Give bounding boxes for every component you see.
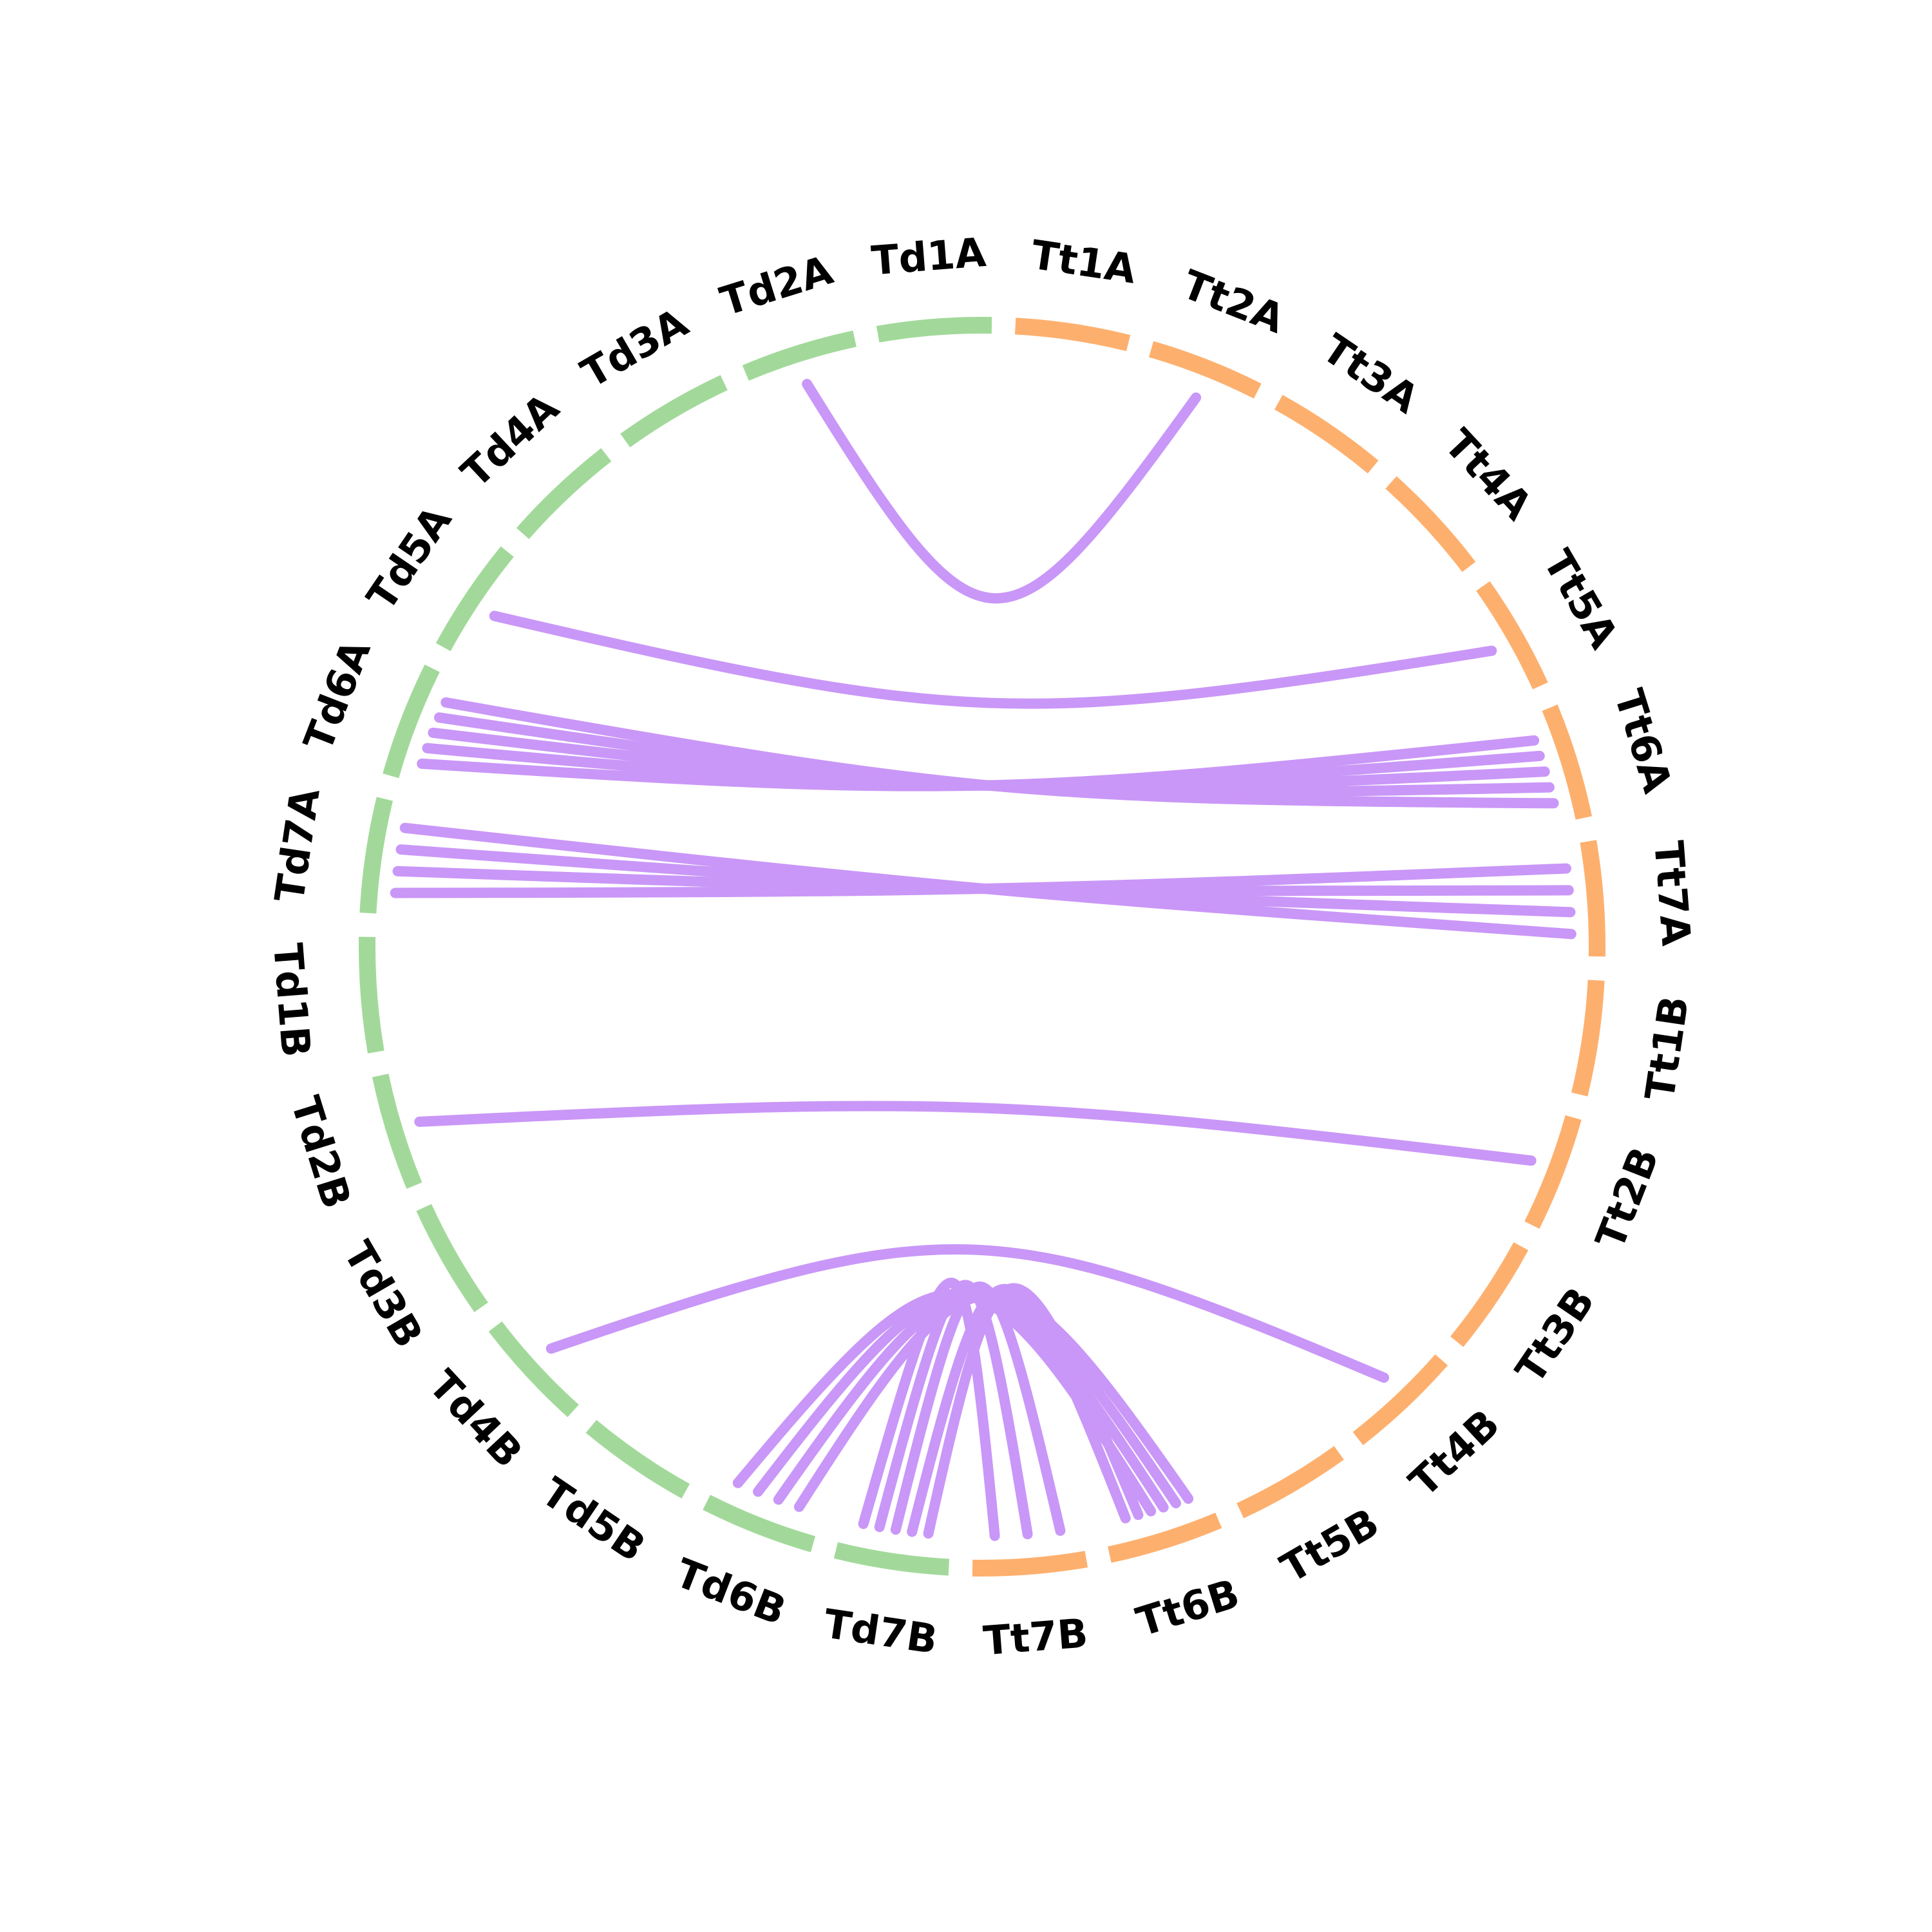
segment-td6a [383,664,440,779]
segment-label-tt1a: Tt1A [1028,231,1139,293]
segment-label-tt5a: Tt5A [1534,542,1627,656]
segment-td3a [620,375,728,448]
segment-label-td1a: Td1A [870,229,988,285]
segment-td4b [488,1321,579,1417]
segments-layer [359,317,1605,1577]
link-td2b-tt2b [414,1101,1537,1166]
segment-tt5a [1476,581,1548,690]
segment-tt5b [1236,1446,1344,1519]
link-td5a-tt5a [489,611,1497,709]
segment-td1b [359,936,384,1054]
segment-tt6b [1108,1512,1222,1563]
segment-label-tt7a: Tt7A [1645,839,1700,947]
segment-label-tt3a: Tt3A [1314,325,1427,422]
segment-label-td5b: Td5B [533,1468,654,1571]
segment-label-tt6b: Tt6B [1131,1569,1245,1645]
segment-label-td2a: Td2A [715,246,838,325]
segment-label-tt2b: Tt2B [1586,1141,1668,1255]
segment-label-td5a: Td5A [357,498,460,619]
segment-label-tt5b: Tt5B [1273,1499,1387,1592]
segment-td5a [435,546,514,652]
link-td7b-tt7b [858,1278,1000,1541]
segment-td2a [742,330,857,381]
link-td4b-tt4b [545,1244,1390,1383]
segment-tt6a [1542,704,1593,820]
segment-label-tt4b: Tt4B [1400,1400,1509,1506]
segment-label-td7b: Td7B [820,1600,940,1663]
segment-tt7a [1580,840,1605,957]
segment-label-td3b: Td3B [334,1233,432,1356]
segment-label-td6a: Td6A [294,634,380,757]
segment-tt3b [1450,1242,1529,1347]
segment-label-td4b: Td4B [420,1361,532,1477]
segment-td7a [359,797,393,914]
segment-td6b [703,1495,816,1553]
segment-label-tt4a: Tt4A [1435,420,1542,529]
segment-tt7b [972,1551,1088,1577]
segment-td1a [876,317,992,343]
segment-td2b [372,1074,422,1189]
segment-label-td7a: Td7A [265,785,328,905]
segment-label-td6b: Td6B [669,1549,792,1634]
segment-tt2b [1524,1115,1582,1229]
segment-label-td3a: Td3A [573,299,696,397]
segment-label-td4a: Td4A [452,384,568,497]
segment-label-tt6a: Tt6A [1605,684,1681,798]
links-layer [390,379,1577,1541]
segment-tt1b [1571,980,1605,1097]
link-td7b-tt6b [907,1283,1131,1537]
segment-td7b [833,1542,950,1576]
segment-td4a [516,448,612,540]
segment-tt1a [1014,317,1131,352]
link-td7a-tt7a [399,822,1577,940]
segment-tt4a [1385,476,1476,573]
segment-label-tt2a: Tt2A [1176,261,1291,343]
link-td7b-tt7b [874,1280,1033,1540]
segment-tt4b [1352,1354,1448,1446]
link-td2a-tt2a [802,379,1202,604]
segment-tt2a [1148,341,1262,399]
link-td6a-tt6a [440,697,1559,809]
segment-td3b [416,1204,488,1312]
segment-label-tt3b: Tt3B [1506,1279,1604,1392]
segment-label-tt1b: Tt1B [1636,993,1698,1103]
segment-label-tt7b: Tt7B [981,1609,1089,1664]
segment-label-td1b: Td1B [264,942,319,1059]
link-td7b-tt7b [890,1282,1066,1536]
segment-label-td2b: Td2B [281,1091,360,1214]
segment-td5b [585,1419,690,1499]
segment-tt3a [1274,395,1379,474]
